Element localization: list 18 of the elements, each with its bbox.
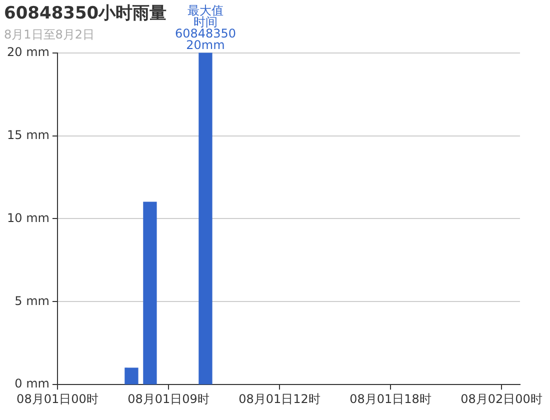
text: 时间 bbox=[193, 14, 218, 29]
x-tick-label: 08月01日09时 bbox=[128, 392, 210, 406]
y-tick-label: 15 mm bbox=[6, 128, 50, 142]
x-tick-label: 08月01日00时 bbox=[16, 392, 98, 406]
x-tick-label: 08月01日12时 bbox=[238, 392, 320, 406]
chart-title: 60848350小时雨量 bbox=[4, 4, 167, 24]
text: 20mm bbox=[186, 38, 225, 52]
y-tick-label: 20 mm bbox=[6, 44, 50, 59]
y-tick-label: 5 mm bbox=[14, 294, 50, 308]
bar bbox=[143, 202, 157, 384]
bar bbox=[124, 368, 138, 384]
y-tick-label: 0 mm bbox=[14, 376, 50, 391]
y-tick-label: 10 mm bbox=[6, 210, 50, 225]
chart-subtitle: 8月1日至8月2日 bbox=[4, 28, 95, 42]
text: 最大值 bbox=[187, 3, 224, 18]
x-tick-label: 08月01日18时 bbox=[350, 392, 432, 406]
x-tick-label: 08月02日00时 bbox=[460, 392, 542, 406]
bar bbox=[198, 52, 212, 384]
